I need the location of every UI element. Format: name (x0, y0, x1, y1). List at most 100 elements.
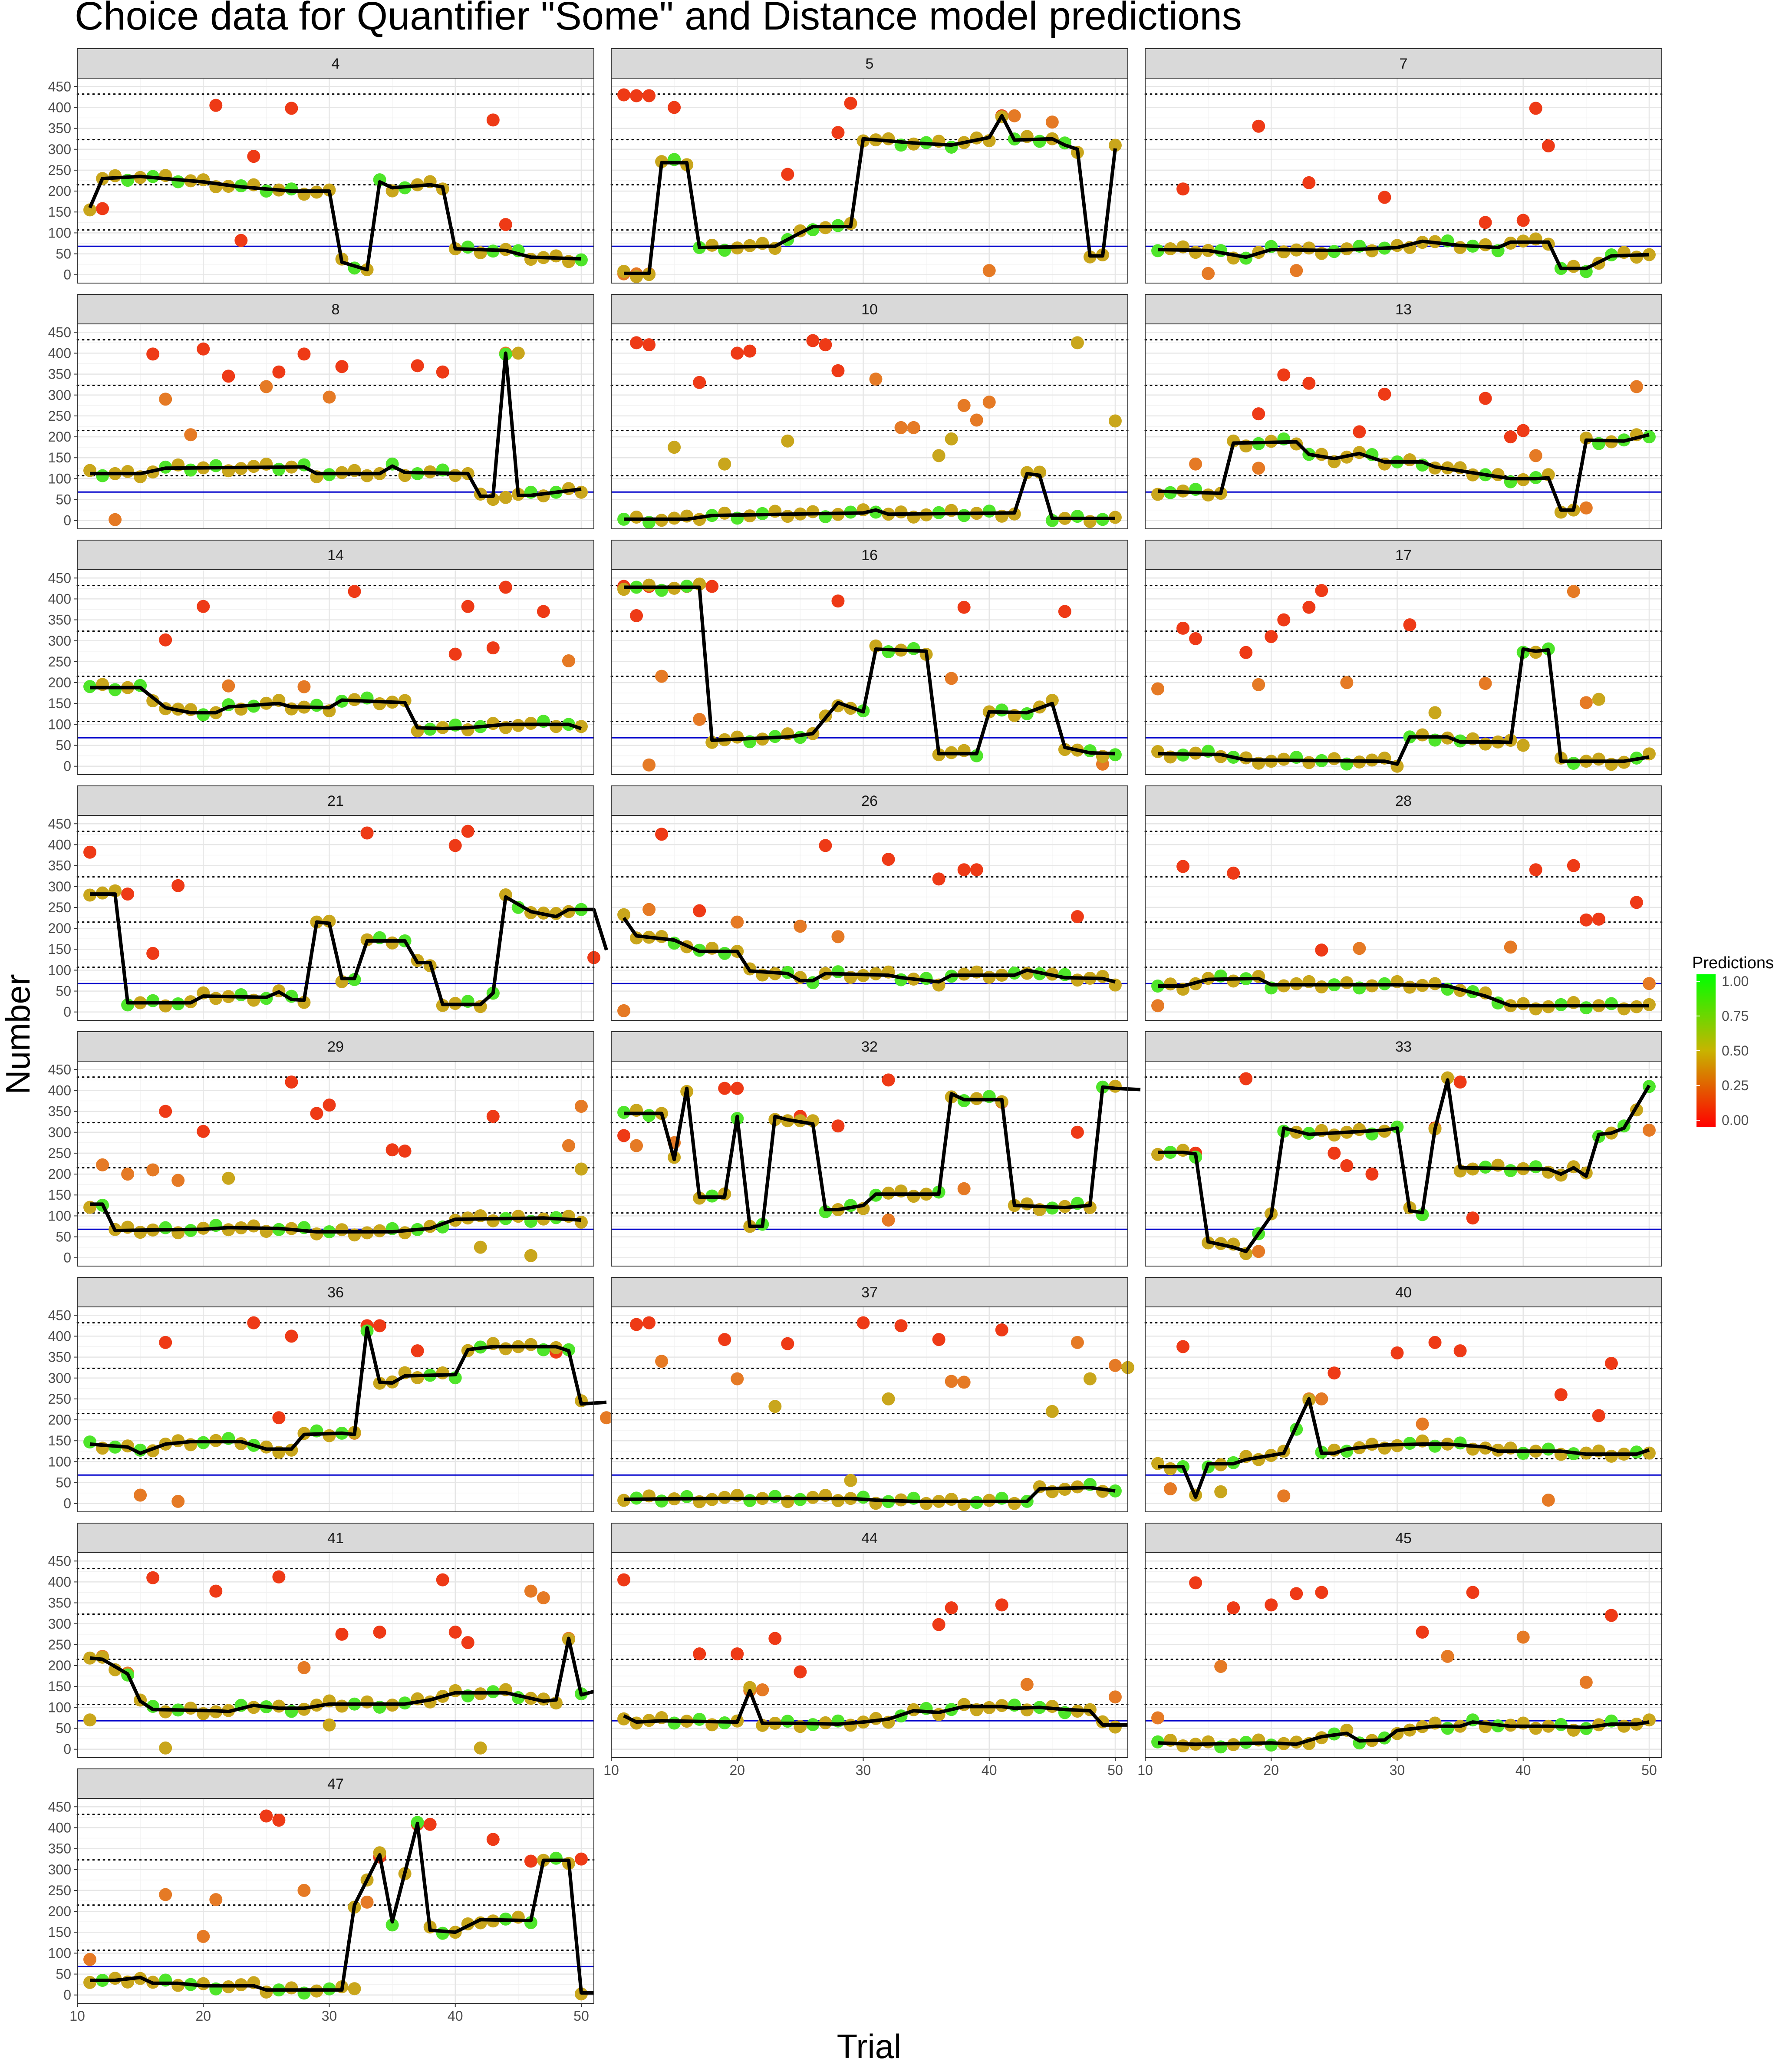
choice-point (1479, 737, 1492, 751)
model-prediction-line (624, 1085, 1141, 1228)
choice-point (856, 1316, 870, 1329)
choice-point (461, 825, 474, 838)
choice-point (499, 218, 512, 231)
choice-point (1428, 977, 1442, 990)
panel-26: 26 (610, 785, 1129, 1021)
y-tick-label: 150 (48, 1433, 71, 1448)
panel-strip-label: 36 (327, 1284, 344, 1301)
y-tick-label: 350 (48, 121, 71, 136)
panel-17: 17 (1144, 540, 1663, 775)
choice-point (360, 469, 374, 482)
panel-strip-label: 17 (1395, 547, 1412, 564)
choice-point (1579, 913, 1593, 927)
choice-point (1108, 1720, 1122, 1734)
choice-point (184, 1702, 198, 1715)
choice-point (109, 683, 122, 696)
model-prediction-line (1157, 1720, 1650, 1746)
choice-point (630, 1139, 643, 1152)
panel-border (1145, 815, 1662, 1021)
model-prediction-line (622, 917, 1116, 984)
choice-point (642, 758, 656, 772)
choice-point (995, 1323, 1008, 1336)
choice-point (209, 1893, 223, 1907)
choice-point (1340, 1159, 1354, 1172)
choice-point (1083, 1372, 1097, 1385)
choice-point (159, 633, 172, 647)
choice-point (146, 1571, 160, 1584)
choice-point (385, 1143, 399, 1157)
choice-point (693, 1647, 706, 1661)
choice-point (1428, 706, 1442, 719)
choice-point (121, 887, 135, 901)
choice-point (1227, 866, 1240, 880)
y-tick-label: 100 (48, 471, 71, 486)
panel-36: 36 0 50 100 150 200 250 300 350 400 450 (48, 1277, 613, 1512)
y-tick-label: 50 (56, 738, 71, 753)
choice-point (1516, 214, 1530, 227)
choice-point (1630, 251, 1643, 264)
choice-point (932, 1333, 945, 1346)
choice-point (272, 365, 286, 379)
panel-strip-label: 40 (1395, 1284, 1412, 1301)
model-prediction-line (90, 1202, 582, 1234)
choice-point (1008, 1497, 1021, 1510)
choice-point (945, 432, 958, 445)
choice-point (781, 434, 794, 448)
choice-point (1315, 1586, 1328, 1599)
y-tick-label: 450 (48, 816, 71, 831)
choice-point (222, 1171, 235, 1185)
choice-point (197, 342, 210, 356)
choice-point (234, 988, 248, 1002)
choice-point (831, 594, 845, 608)
choice-point (957, 1182, 971, 1195)
choice-point (1290, 1587, 1303, 1600)
y-tick-label: 0 (63, 1496, 71, 1511)
choice-point (1045, 115, 1059, 129)
choice-point (310, 1107, 323, 1120)
choice-point (1529, 1722, 1542, 1735)
panel-strip (77, 1523, 594, 1553)
choice-point (1176, 1739, 1190, 1753)
choice-point (184, 428, 198, 442)
choice-point (668, 441, 681, 454)
choice-point (819, 338, 832, 352)
choice-point (1265, 1738, 1278, 1752)
choice-point (794, 920, 807, 933)
choice-point (1045, 1405, 1059, 1418)
choice-point (655, 1355, 669, 1368)
choice-point (1378, 191, 1391, 204)
y-tick-label: 400 (48, 99, 71, 115)
panel-strip (1145, 1277, 1662, 1307)
choice-point (574, 1162, 588, 1176)
choice-point (373, 1626, 386, 1639)
choice-point (1567, 585, 1580, 598)
choice-point (768, 1632, 782, 1645)
panel-border (1145, 78, 1662, 284)
choice-point (83, 1976, 97, 1989)
data-points (617, 88, 1122, 284)
choice-point (562, 1139, 575, 1152)
choice-point (1479, 216, 1492, 229)
legend-tick-label: 1.00 (1722, 973, 1749, 989)
choice-point (705, 580, 719, 593)
legend-title: Predictions (1692, 954, 1774, 972)
x-tick-label: 30 (1390, 1762, 1405, 1778)
choice-point (1441, 1722, 1454, 1735)
choice-point (436, 1573, 449, 1587)
choice-point (705, 238, 719, 252)
choice-point (1353, 425, 1366, 439)
y-tick-label: 400 (48, 1574, 71, 1590)
legend-tick-label: 0.75 (1722, 1008, 1749, 1024)
choice-point (743, 1681, 757, 1694)
x-tick-label: 20 (195, 2008, 211, 2024)
choice-point (1504, 1164, 1517, 1178)
choice-point (1592, 693, 1605, 706)
legend-tick-label: 0.00 (1722, 1112, 1749, 1128)
choice-point (617, 1004, 631, 1017)
choice-point (781, 1715, 794, 1728)
choice-point (1453, 1075, 1467, 1089)
choice-point (1176, 621, 1190, 635)
choice-point (957, 1376, 971, 1389)
y-tick-label: 400 (48, 1820, 71, 1835)
